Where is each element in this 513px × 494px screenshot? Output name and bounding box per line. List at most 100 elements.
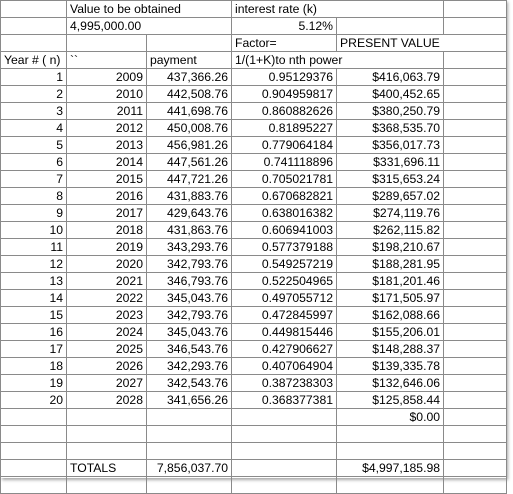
cell[interactable] <box>443 340 508 358</box>
payment-cell[interactable]: 442,508.76 <box>145 85 233 103</box>
payment-cell[interactable]: 346,543.76 <box>145 340 233 358</box>
year-cell[interactable]: 2024 <box>66 323 147 341</box>
payment-cell[interactable]: 456,981.26 <box>145 136 233 154</box>
interest-value-cell[interactable]: 5.12% <box>231 17 338 35</box>
present-value-cell[interactable]: $125,858.44 <box>336 391 445 409</box>
year-number-cell[interactable]: 6 <box>0 153 67 171</box>
cell[interactable] <box>443 85 508 103</box>
factor-cell[interactable]: 0.670682821 <box>231 187 338 205</box>
cell[interactable] <box>443 136 508 154</box>
year-cell[interactable]: 2017 <box>66 204 147 222</box>
totals-label-cell[interactable]: TOTALS <box>66 458 147 477</box>
year-cell[interactable]: 2010 <box>66 85 147 103</box>
year-cell[interactable]: 2022 <box>66 289 147 307</box>
factor-cell[interactable]: 0.549257219 <box>231 255 338 273</box>
cell[interactable] <box>66 475 147 494</box>
present-value-cell[interactable]: $380,250.79 <box>336 102 445 120</box>
cell[interactable] <box>0 425 67 443</box>
payment-cell[interactable]: 447,561.26 <box>145 153 233 171</box>
cell[interactable] <box>443 306 508 324</box>
present-value-cell[interactable]: $132,646.06 <box>336 374 445 392</box>
payment-cell[interactable]: 431,883.76 <box>145 187 233 205</box>
year-number-cell[interactable]: 11 <box>0 238 67 256</box>
payment-cell[interactable]: 437,366.26 <box>145 68 233 86</box>
factor-cell[interactable]: 0.472845997 <box>231 306 338 324</box>
payment-cell[interactable]: 346,793.76 <box>145 272 233 290</box>
totals-payment-cell[interactable]: 7,856,037.70 <box>145 458 233 477</box>
present-value-cell[interactable]: $274,119.76 <box>336 204 445 222</box>
factor-cell[interactable]: 0.81895227 <box>231 119 338 137</box>
present-value-cell[interactable]: $416,063.79 <box>336 68 445 86</box>
present-value-label-cell[interactable]: PRESENT VALUE <box>336 34 508 52</box>
cell[interactable] <box>145 475 233 494</box>
present-value-cell[interactable]: $356,017.73 <box>336 136 445 154</box>
factor-cell[interactable]: 0.779064184 <box>231 136 338 154</box>
totals-pv-cell[interactable]: $4,997,185.98 <box>336 458 445 477</box>
present-value-cell[interactable]: $331,696.11 <box>336 153 445 171</box>
interest-label-cell[interactable]: interest rate (k) <box>231 0 445 18</box>
year-number-cell[interactable]: 1 <box>0 68 67 86</box>
present-value-cell[interactable]: $262,115.82 <box>336 221 445 239</box>
year-number-cell[interactable]: 10 <box>0 221 67 239</box>
payment-cell[interactable]: 343,293.76 <box>145 238 233 256</box>
present-value-cell[interactable]: $171,505.97 <box>336 289 445 307</box>
factor-cell[interactable]: 0.387238303 <box>231 374 338 392</box>
cell[interactable] <box>336 475 445 494</box>
cell[interactable] <box>0 34 67 52</box>
year-number-cell[interactable]: 14 <box>0 289 67 307</box>
present-value-cell[interactable]: $155,206.01 <box>336 323 445 341</box>
present-value-cell[interactable]: $198,210.67 <box>336 238 445 256</box>
year-cell[interactable]: 2014 <box>66 153 147 171</box>
factor-cell[interactable]: 0.904959817 <box>231 85 338 103</box>
factor-formula-cell[interactable]: 1/(1+K)to nth power <box>231 51 445 69</box>
year-cell[interactable]: 2016 <box>66 187 147 205</box>
payment-cell[interactable]: 342,793.76 <box>145 306 233 324</box>
cell[interactable] <box>231 425 338 443</box>
cell[interactable] <box>443 391 508 409</box>
year-number-cell[interactable]: 13 <box>0 272 67 290</box>
cell[interactable] <box>443 102 508 120</box>
factor-cell[interactable]: 0.497055712 <box>231 289 338 307</box>
year-number-cell[interactable]: 20 <box>0 391 67 409</box>
present-value-cell[interactable]: $400,452.65 <box>336 85 445 103</box>
factor-cell[interactable]: 0.705021781 <box>231 170 338 188</box>
cell[interactable] <box>443 0 508 18</box>
year-number-cell[interactable]: 18 <box>0 357 67 375</box>
cell[interactable] <box>443 221 508 239</box>
year-cell[interactable]: 2025 <box>66 340 147 358</box>
cell[interactable] <box>443 204 508 222</box>
cell[interactable] <box>443 289 508 307</box>
cell[interactable] <box>66 34 147 52</box>
cell[interactable] <box>0 0 67 18</box>
present-value-cell[interactable]: $139,335.78 <box>336 357 445 375</box>
value-label-cell[interactable]: Value to be obtained <box>65 0 233 18</box>
year-number-cell[interactable]: 2 <box>0 85 67 103</box>
payment-cell[interactable]: 441,698.76 <box>145 102 233 120</box>
payment-cell[interactable]: 341,656.26 <box>145 391 233 409</box>
year-cell[interactable]: 2027 <box>66 374 147 392</box>
year-number-cell[interactable]: 12 <box>0 255 67 273</box>
cell[interactable] <box>443 441 508 460</box>
payment-cell[interactable]: 429,643.76 <box>145 204 233 222</box>
year-cell[interactable]: 2019 <box>66 238 147 256</box>
year-cell[interactable]: 2011 <box>66 102 147 120</box>
present-value-cell[interactable]: $0.00 <box>336 408 445 426</box>
cell[interactable] <box>443 458 508 477</box>
cell[interactable] <box>443 170 508 188</box>
factor-cell[interactable]: 0.407064904 <box>231 357 338 375</box>
value-amount-cell[interactable]: 4,995,000.00 <box>65 17 233 35</box>
year-cell[interactable]: 2023 <box>66 306 147 324</box>
payment-label-cell[interactable]: payment <box>145 51 233 69</box>
cell[interactable] <box>443 374 508 392</box>
payment-cell[interactable]: 450,008.76 <box>145 119 233 137</box>
cell[interactable] <box>145 425 233 443</box>
cell[interactable] <box>145 441 233 460</box>
year-number-cell[interactable]: 4 <box>0 119 67 137</box>
cell[interactable] <box>443 323 508 341</box>
cell[interactable] <box>231 475 338 494</box>
factor-cell[interactable]: 0.427906627 <box>231 340 338 358</box>
payment-cell[interactable]: 431,863.76 <box>145 221 233 239</box>
year-cell[interactable]: 2028 <box>66 391 147 409</box>
backtick-cell[interactable]: `` <box>66 51 147 69</box>
year-cell[interactable]: 2013 <box>66 136 147 154</box>
